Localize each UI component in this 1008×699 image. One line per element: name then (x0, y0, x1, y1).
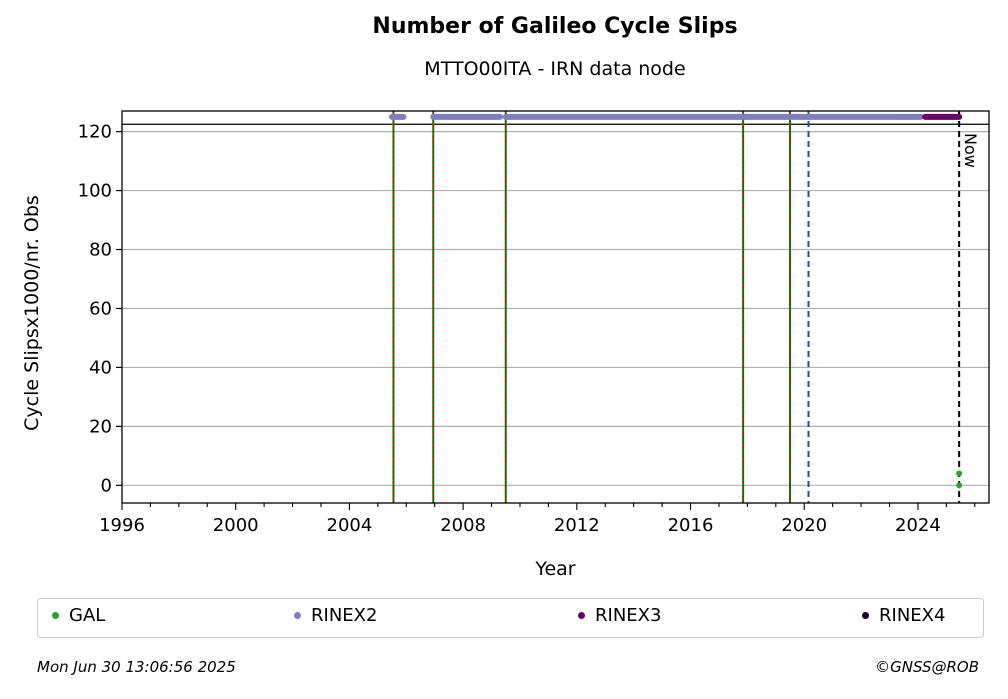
y-tick-label: 20 (89, 416, 112, 437)
x-tick-label: 2012 (554, 515, 600, 536)
now-label: Now (961, 133, 980, 168)
plot-frame (121, 110, 990, 504)
legend: GAL RINEX2 RINEX3 RINEX4 (37, 598, 984, 638)
y-tick-label: 120 (78, 122, 112, 143)
series-point-gal (956, 470, 963, 477)
legend-item-rinex3: RINEX3 (578, 605, 661, 626)
x-tick-label: 2020 (781, 515, 827, 536)
footer-timestamp: Mon Jun 30 13:06:56 2025 (37, 658, 236, 676)
y-tick-label: 40 (89, 357, 112, 378)
legend-marker-rinex3 (578, 612, 585, 619)
legend-marker-rinex2 (294, 612, 301, 619)
legend-label-gal: GAL (69, 605, 106, 626)
legend-label-rinex2: RINEX2 (311, 605, 378, 626)
legend-item-gal: GAL (52, 605, 105, 626)
chart-title: Number of Galileo Cycle Slips (372, 14, 738, 39)
legend-marker-gal (52, 612, 59, 619)
footer-credit: ©GNSS@ROB (875, 658, 979, 676)
y-axis-label: Cycle Slipsx1000/nr. Obs (21, 195, 43, 431)
x-tick-label: 2016 (668, 515, 714, 536)
x-axis-label: Year (534, 558, 575, 580)
x-tick-label: 2004 (327, 515, 373, 536)
y-tick-label: 60 (89, 298, 112, 319)
legend-item-rinex4: RINEX4 (862, 605, 945, 626)
legend-label-rinex4: RINEX4 (879, 605, 946, 626)
y-tick-label: 80 (89, 240, 112, 261)
x-tick-label: 2008 (440, 515, 486, 536)
legend-label-rinex3: RINEX3 (595, 605, 662, 626)
y-tick-label: 100 (78, 181, 112, 202)
x-tick-label: 2000 (213, 515, 259, 536)
x-tick-label: 2024 (895, 515, 941, 536)
x-tick-label: 1996 (99, 515, 145, 536)
cycle-slips-chart: Now 0 20 40 60 80 100 120 1996 2000 2004 2008 2012 20… (21, 110, 990, 580)
legend-marker-rinex4 (862, 612, 869, 619)
y-tick-label: 0 (101, 475, 112, 496)
series-point-gal (956, 482, 963, 489)
legend-item-rinex2: RINEX2 (294, 605, 377, 626)
chart-subtitle: MTTO00ITA - IRN data node (424, 58, 686, 80)
